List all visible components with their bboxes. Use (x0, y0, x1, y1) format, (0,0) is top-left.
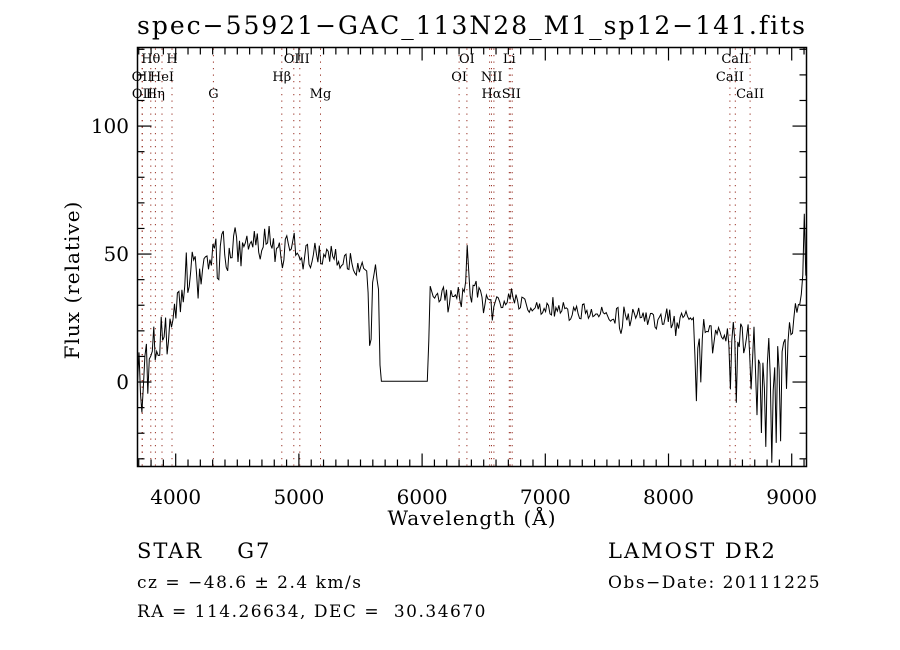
x-tick-label: 4000 (150, 485, 201, 509)
ra-dec-value: RA = 114.26634, DEC = 30.34670 (137, 602, 487, 622)
survey-label: LAMOST DR2 (608, 539, 777, 563)
axis-ticks (137, 47, 807, 467)
spectral-line-label: Hθ (141, 52, 160, 67)
spectral-line-label: Hα (481, 87, 501, 102)
plot-frame (136, 46, 808, 468)
spectral-line-label: NII (481, 70, 503, 85)
spectral-line-label: Mg (310, 87, 332, 102)
spectral-line-label: CaII (721, 52, 749, 67)
spectral-line-label: Li (503, 52, 516, 67)
spectral-line-label: G (208, 87, 218, 102)
object-classification: STAR G7 (137, 539, 271, 563)
object-type: STAR (137, 539, 204, 563)
object-subclass: G7 (237, 539, 272, 563)
y-tick-label: 50 (104, 242, 129, 266)
spectral-line-label: Hβ (272, 70, 291, 85)
x-tick-label: 9000 (766, 485, 817, 509)
plot-title: spec−55921−GAC_113N28_M1_sp12−141.fits (137, 11, 807, 40)
cz-velocity-value: cz = −48.6 ± 2.4 km/s (137, 573, 363, 593)
spectral-line-label: H (166, 52, 177, 67)
spectral-line-label: OIII (284, 52, 310, 67)
spectral-line-label: OI (459, 52, 475, 67)
x-tick-label: 6000 (397, 485, 448, 509)
spectral-line-label: HeI (150, 70, 174, 85)
tick-labels: 4000 5000 6000 7000 8000 9000 0 50 100 (91, 114, 817, 509)
spectrum-trace (137, 213, 807, 463)
x-tick-label: 7000 (520, 485, 571, 509)
x-tick-label: 5000 (273, 485, 324, 509)
y-tick-label: 0 (116, 370, 129, 394)
spectral-line-label: CaII (736, 87, 764, 102)
obs-date-value: Obs−Date: 20111225 (608, 573, 822, 593)
x-axis-label: Wavelength (Å) (387, 506, 557, 530)
spectral-line-label: CaII (716, 70, 744, 85)
x-tick-label: 8000 (643, 485, 694, 509)
spectral-line-markers (141, 48, 751, 466)
spectral-line-label: SII (502, 87, 521, 102)
y-tick-label: 100 (91, 114, 129, 138)
spectral-line-label: OI (451, 70, 467, 85)
spectral-line-label: Hη (146, 87, 165, 102)
